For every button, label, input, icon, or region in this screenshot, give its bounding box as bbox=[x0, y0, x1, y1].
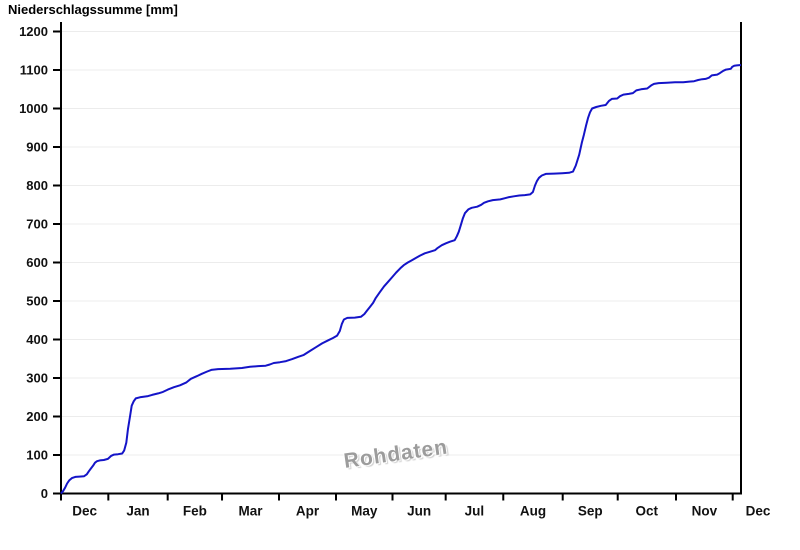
x-month-label-5: May bbox=[351, 504, 378, 519]
x-month-label-8: Aug bbox=[520, 504, 546, 519]
y-tick-label-200: 200 bbox=[26, 409, 48, 424]
y-tick-label-600: 600 bbox=[26, 255, 48, 270]
y-tick-label-700: 700 bbox=[26, 217, 48, 232]
x-month-label-11: Nov bbox=[692, 504, 718, 519]
x-month-label-7: Jul bbox=[465, 504, 485, 519]
x-month-label-6: Jun bbox=[407, 504, 431, 519]
y-tick-label-900: 900 bbox=[26, 140, 48, 155]
chart-title: Niederschlagssumme [mm] bbox=[8, 2, 178, 17]
y-tick-label-0: 0 bbox=[41, 486, 48, 501]
y-tick-label-500: 500 bbox=[26, 294, 48, 309]
y-tick-label-100: 100 bbox=[26, 448, 48, 463]
x-month-label-3: Mar bbox=[239, 504, 264, 519]
y-tick-label-800: 800 bbox=[26, 178, 48, 193]
y-tick-label-300: 300 bbox=[26, 371, 48, 386]
x-month-label-2: Feb bbox=[183, 504, 207, 519]
x-month-label-1: Jan bbox=[126, 504, 149, 519]
x-month-label-12: Dec bbox=[746, 504, 771, 519]
y-tick-label-1100: 1100 bbox=[20, 63, 48, 78]
x-month-label-10: Oct bbox=[636, 504, 659, 519]
data-line-rohdaten bbox=[60, 64, 742, 495]
x-month-label-0: Dec bbox=[72, 504, 97, 519]
x-month-label-4: Apr bbox=[296, 504, 320, 519]
y-tick-label-1000: 1000 bbox=[19, 101, 48, 116]
y-tick-label-400: 400 bbox=[26, 332, 48, 347]
x-month-label-9: Sep bbox=[578, 504, 603, 519]
y-tick-label-1200: 1200 bbox=[19, 24, 48, 39]
